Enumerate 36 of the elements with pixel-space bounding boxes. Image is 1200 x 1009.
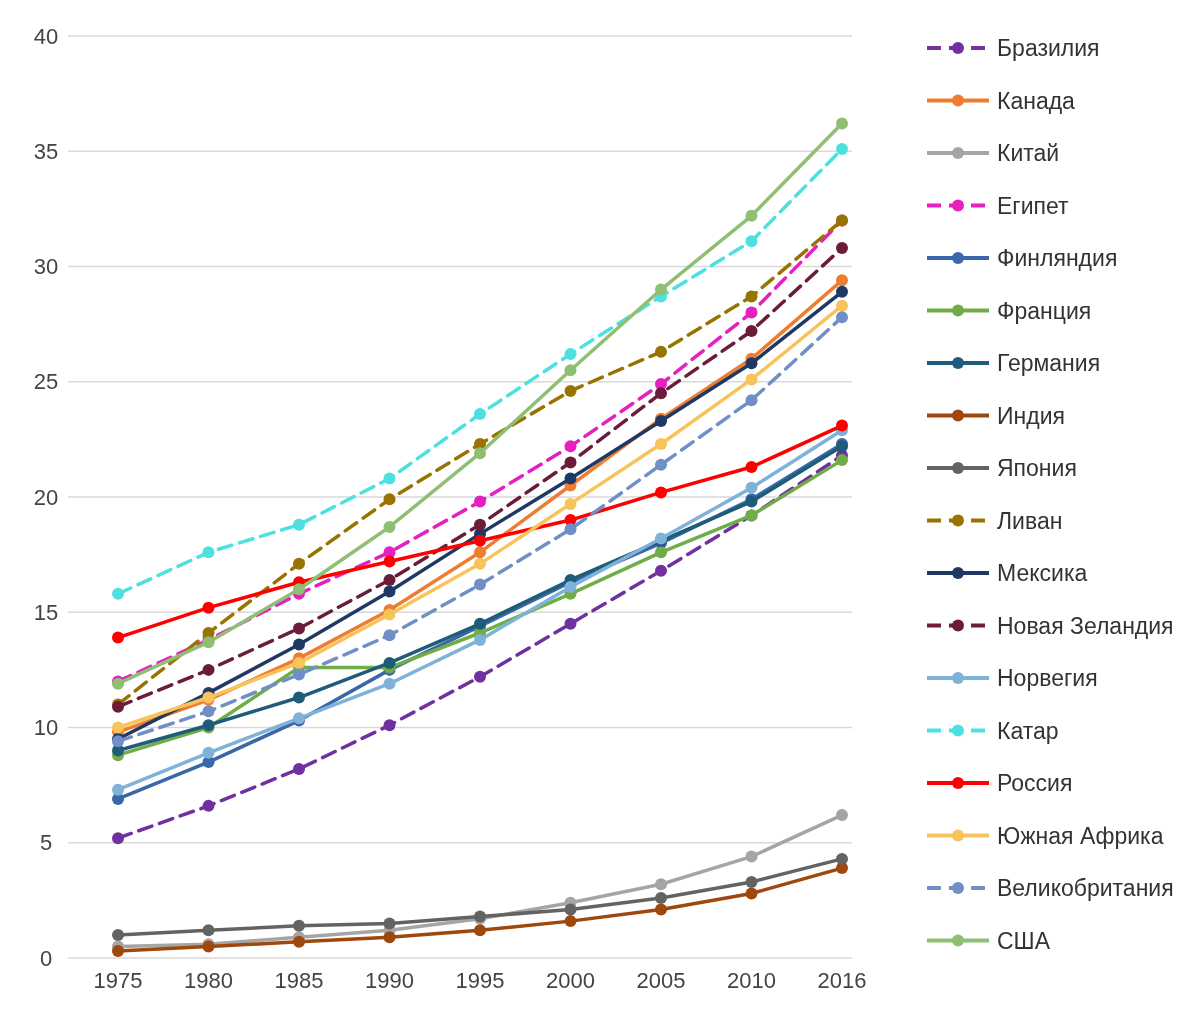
legend-label: Франция [997, 297, 1092, 324]
legend-label: Южная Африка [997, 822, 1164, 849]
legend-label: Индия [997, 402, 1065, 429]
legend-label: Бразилия [997, 35, 1100, 61]
legend-label: Япония [997, 455, 1077, 481]
legend-label: Россия [997, 770, 1073, 796]
legend-label: Новая Зеландия [997, 612, 1174, 639]
legend-label: Китай [997, 140, 1060, 166]
legend-label: Ливан [997, 507, 1063, 534]
y-tick-label: 10 [33, 715, 59, 740]
x-tick-label: 1990 [365, 968, 414, 993]
y-tick-label: 15 [33, 599, 59, 625]
legend-label: Финляндия [997, 245, 1118, 271]
legend-label: Египет [997, 192, 1070, 219]
legend-label: Канада [997, 87, 1076, 114]
x-tick-label: 1985 [274, 968, 324, 993]
x-tick-label: 1980 [184, 968, 233, 993]
legend-label: Норвегия [997, 665, 1098, 691]
y-tick-label: 40 [33, 23, 59, 49]
legend-label: Мексика [997, 560, 1088, 586]
y-tick-label: 30 [33, 254, 59, 279]
legend-label: Великобритания [997, 875, 1174, 901]
y-tick-label: 35 [33, 138, 59, 164]
y-tick-label: 5 [39, 830, 53, 856]
x-tick-label: 2005 [636, 968, 686, 993]
x-tick-label: 2000 [546, 968, 595, 993]
y-tick-label: 20 [33, 484, 59, 510]
y-tick-label: 25 [33, 369, 59, 395]
x-tick-label: 1975 [93, 968, 143, 993]
y-tick-label: 0 [39, 945, 53, 971]
x-tick-label: 2010 [727, 968, 776, 993]
legend-label: США [997, 927, 1051, 954]
x-tick-label: 1995 [455, 968, 505, 993]
legend-label: Катар [997, 717, 1059, 744]
x-tick-label: 2016 [817, 968, 867, 993]
legend-label: Германия [997, 350, 1101, 376]
